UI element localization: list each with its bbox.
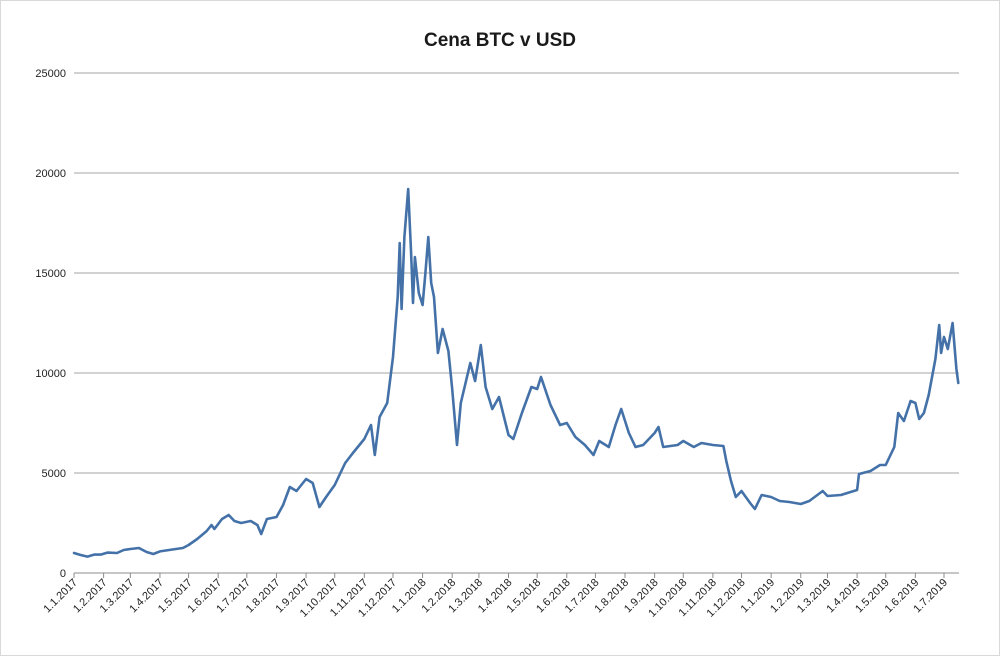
- y-tick-label: 0: [60, 568, 66, 580]
- y-tick-label: 25000: [35, 68, 66, 80]
- x-axis: 1.1.20171.2.20171.3.20171.4.20171.5.2017…: [41, 573, 950, 620]
- y-tick-label: 5000: [42, 468, 66, 480]
- y-tick-label: 15000: [35, 268, 66, 280]
- y-axis-labels: 0 5000 10000 15000 20000 25000: [35, 68, 66, 580]
- y-tick-label: 20000: [35, 168, 66, 180]
- series-lines: [72, 187, 960, 558]
- y-tick-label: 10000: [35, 368, 66, 380]
- gridlines: [74, 72, 959, 574]
- series-line-btc: [72, 187, 960, 558]
- chart-title: Cena BTC v USD: [423, 30, 577, 51]
